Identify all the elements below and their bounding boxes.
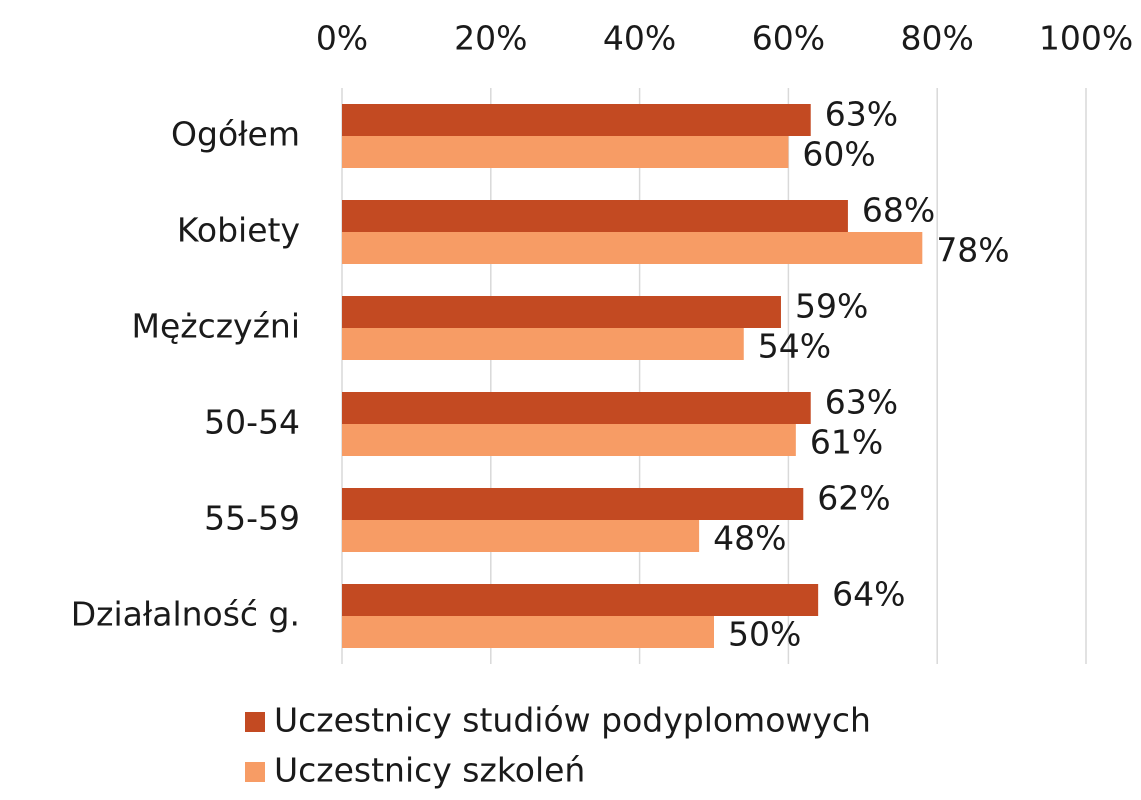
data-label: 63% xyxy=(825,95,898,134)
data-label: 59% xyxy=(795,287,868,326)
x-tick-label: 80% xyxy=(901,19,974,58)
bar xyxy=(342,520,700,552)
y-tick-label: Ogółem xyxy=(171,115,300,154)
bar xyxy=(342,424,796,456)
data-label: 78% xyxy=(936,231,1009,270)
x-tick-label: 20% xyxy=(454,19,527,58)
bar xyxy=(342,328,744,360)
bar xyxy=(342,104,811,136)
bar xyxy=(342,616,714,648)
legend-swatch xyxy=(245,762,265,782)
x-tick-label: 0% xyxy=(316,19,368,58)
bar xyxy=(342,296,781,328)
data-label: 54% xyxy=(758,327,831,366)
x-tick-label: 100% xyxy=(1039,19,1133,58)
bar xyxy=(342,392,811,424)
bar xyxy=(342,232,923,264)
data-label: 60% xyxy=(802,135,875,174)
data-label: 68% xyxy=(862,191,935,230)
bar xyxy=(342,200,848,232)
data-label: 48% xyxy=(713,519,786,558)
x-tick-label: 40% xyxy=(603,19,676,58)
data-label: 62% xyxy=(817,479,890,518)
x-tick-label: 60% xyxy=(752,19,825,58)
y-tick-label: Mężczyźni xyxy=(132,307,301,346)
y-tick-label: 55-59 xyxy=(204,499,300,538)
y-tick-label: 50-54 xyxy=(204,403,300,442)
data-label: 63% xyxy=(825,383,898,422)
y-tick-label: Kobiety xyxy=(177,211,300,250)
y-tick-label: Działalność g. xyxy=(71,595,300,634)
data-label: 50% xyxy=(728,615,801,654)
bar xyxy=(342,488,804,520)
bar xyxy=(342,584,819,616)
data-label: 64% xyxy=(832,575,905,614)
legend-swatch xyxy=(245,712,265,732)
legend-label: Uczestnicy studiów podyplomowych xyxy=(274,701,871,740)
bar xyxy=(342,136,789,168)
data-label: 61% xyxy=(810,423,883,462)
legend-label: Uczestnicy szkoleń xyxy=(274,751,585,790)
